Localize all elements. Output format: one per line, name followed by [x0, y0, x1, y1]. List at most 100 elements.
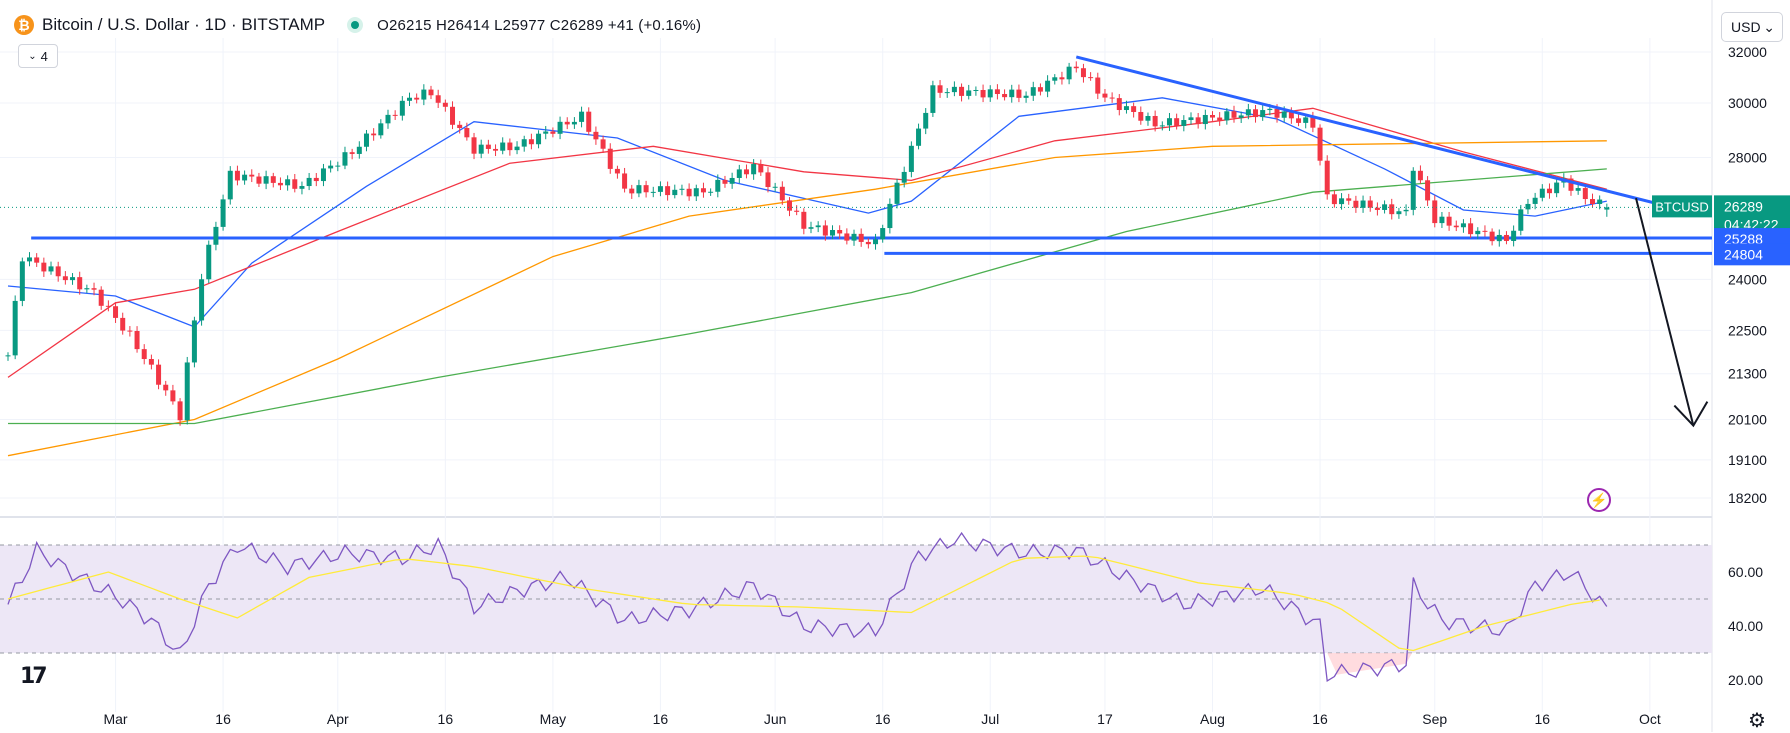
candle-body [944, 92, 950, 94]
time-tick-label: Jul [981, 711, 999, 727]
candle-body [650, 191, 656, 193]
candle-body [91, 288, 97, 290]
candle-body [1468, 223, 1474, 235]
candle-body [313, 177, 319, 182]
time-tick-label: 16 [215, 711, 231, 727]
candle-body [1339, 198, 1345, 205]
candle-body [177, 401, 183, 421]
time-tick-label: Apr [327, 711, 349, 727]
candle-body [227, 170, 233, 200]
candle-body [1360, 200, 1366, 208]
candle-body [1575, 188, 1581, 191]
candle-body [1303, 117, 1309, 123]
lightning-icon[interactable]: ⚡ [1587, 488, 1611, 512]
candle-body [794, 210, 800, 212]
candle-body [564, 121, 570, 125]
candle-body [1511, 230, 1517, 241]
candle-body [1417, 170, 1423, 181]
candle-body [1059, 77, 1065, 80]
candle-body [191, 320, 197, 363]
candle-body [973, 89, 979, 91]
rsi-tick-label: 40.00 [1728, 618, 1763, 634]
candle-body [1066, 66, 1072, 80]
candle-body [1589, 199, 1595, 204]
candle-body [450, 106, 456, 125]
candle-body [557, 121, 563, 134]
time-tick-label: 17 [1097, 711, 1113, 727]
candle-body [1210, 114, 1215, 118]
moving-average-2 [7, 107, 1607, 378]
candle-body [399, 100, 405, 116]
level-badge-text: 24804 [1724, 246, 1763, 262]
time-tick-label: Jun [764, 711, 787, 727]
currency-select[interactable]: USD ⌄ [1721, 12, 1783, 42]
candle-body [1016, 89, 1022, 98]
candle-body [801, 211, 807, 229]
candle-body [1518, 209, 1524, 231]
rsi-pane [0, 531, 1712, 682]
candle-body [1217, 117, 1223, 121]
candle-body [378, 123, 384, 136]
candle-body [199, 279, 205, 321]
chevron-down-icon: ⌄ [28, 50, 37, 62]
candle-body [1188, 117, 1194, 121]
candle-body [1317, 127, 1323, 161]
candle-body [1045, 80, 1051, 92]
candle-body [62, 276, 68, 281]
rsi-oversold-fill [1327, 653, 1413, 675]
candle-body [234, 170, 240, 181]
candle-body [808, 227, 814, 229]
candle-body [815, 225, 821, 228]
candle-body [1123, 106, 1129, 111]
candle-body [1009, 89, 1015, 98]
candle-body [1224, 111, 1230, 121]
time-tick-label: Aug [1200, 711, 1225, 727]
candle-body [206, 244, 212, 280]
candle-body [156, 364, 162, 385]
candle-body [1453, 225, 1459, 228]
candle-body [1281, 111, 1287, 118]
candle-body [786, 200, 792, 211]
tradingview-logo[interactable]: 17 [20, 664, 48, 689]
rsi-line [7, 531, 1608, 682]
candle-body [1274, 108, 1280, 118]
candle-body [493, 148, 499, 151]
projection-arrow [1635, 197, 1695, 426]
candle-body [1439, 216, 1445, 224]
moving-averages [7, 97, 1607, 457]
candle-body [844, 233, 850, 241]
candle-body [1539, 188, 1545, 198]
candle-body [1166, 118, 1172, 126]
candle-body [959, 86, 965, 96]
gear-icon[interactable]: ⚙ [1748, 710, 1766, 732]
candle-body [1525, 203, 1531, 210]
symbol-title[interactable]: Bitcoin / U.S. Dollar · 1D · BITSTAMP [42, 15, 326, 34]
symbol-badge-text: BTCUSD [1655, 199, 1708, 214]
candle-body [830, 229, 836, 236]
candle-body [1245, 109, 1251, 116]
candle-body [141, 349, 147, 360]
candle-body [665, 186, 671, 196]
candle-body [1088, 77, 1094, 79]
candle-body [901, 171, 907, 183]
candle-body [299, 186, 305, 189]
candle-body [887, 203, 893, 229]
candle-body [722, 179, 728, 184]
candle-body [679, 188, 685, 190]
candle-body [1546, 188, 1552, 194]
candle-body [471, 137, 477, 154]
candle-body [1267, 108, 1273, 111]
candle-body [1102, 93, 1108, 98]
candle-body [1353, 200, 1359, 208]
candle-body [1568, 178, 1574, 191]
candle-body [285, 179, 291, 186]
candle-body [19, 261, 25, 301]
candle-body [120, 317, 126, 331]
candle-body [385, 114, 391, 124]
price-tick-label: 30000 [1728, 95, 1767, 111]
indicators-toggle-button[interactable]: ⌄ 4 [18, 44, 58, 68]
candle-body [507, 142, 513, 151]
candles [0, 61, 1712, 426]
candle-body [306, 177, 312, 187]
